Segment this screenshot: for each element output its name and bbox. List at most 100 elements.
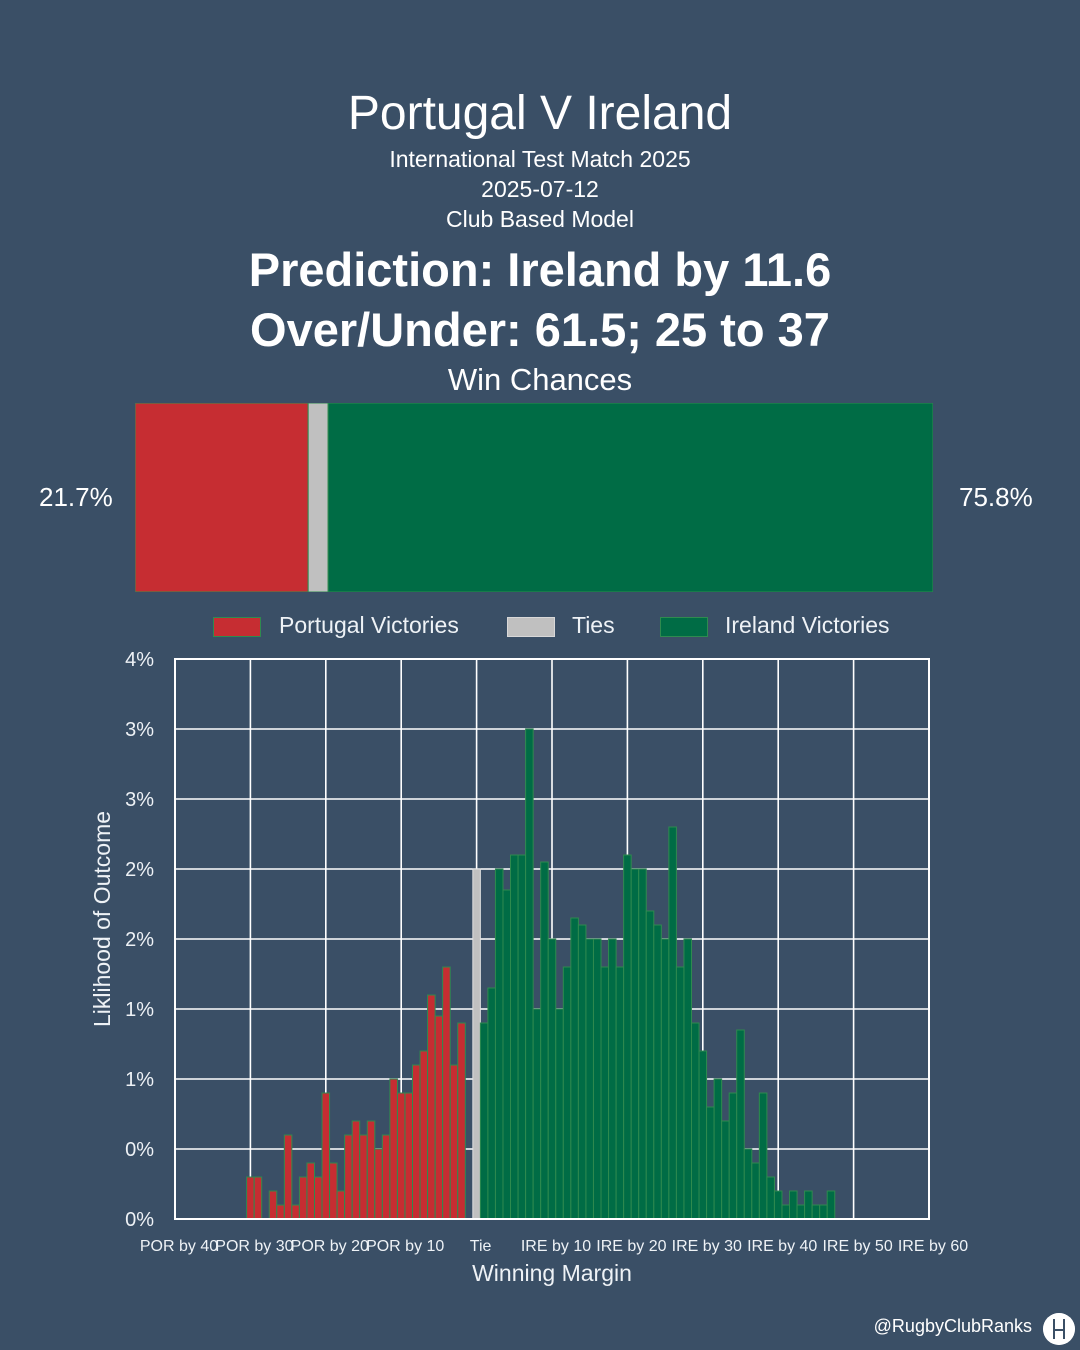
x-tick-label: IRE by 10 (521, 1238, 591, 1255)
legend: Portugal Victories Ties Ireland Victorie… (0, 612, 1080, 642)
y-tick-label: 1% (125, 1069, 154, 1091)
y-tick-label: 3% (125, 719, 154, 741)
legend-label-portugal: Portugal Victories (279, 612, 459, 638)
histogram-bar (728, 1092, 738, 1220)
histogram-bar (600, 966, 610, 1220)
histogram-bar (532, 1008, 542, 1220)
legend-swatch-ties (507, 617, 555, 637)
histogram-bar (758, 1092, 768, 1220)
histogram-bar (721, 1120, 730, 1220)
legend-swatch-portugal (213, 617, 261, 637)
win-chances-bar (135, 403, 933, 592)
histogram-bar (653, 924, 662, 1220)
histogram-bar (434, 1015, 444, 1220)
histogram-bar (781, 1204, 791, 1220)
histogram-bar (826, 1190, 836, 1220)
over-under-text: Over/Under: 61.5; 25 to 37 (250, 303, 830, 356)
rugby-posts-icon (1043, 1313, 1075, 1345)
histogram-bar (736, 1029, 745, 1220)
histogram-bar (374, 1148, 383, 1220)
histogram-bar (472, 868, 481, 1220)
histogram-bar (336, 1190, 346, 1220)
histogram-bar (804, 1190, 813, 1220)
legend-swatch-ireland (660, 617, 708, 637)
win-segment-tie (307, 403, 329, 592)
y-tick-label: 1% (125, 999, 154, 1021)
histogram-bar (698, 1050, 708, 1220)
histogram-bar (329, 1162, 338, 1220)
histogram-bar (811, 1204, 821, 1220)
x-tick-label: POR by 10 (366, 1238, 444, 1255)
y-tick-label: 0% (125, 1209, 154, 1231)
histogram-bar (366, 1120, 376, 1220)
histogram-bar (585, 938, 594, 1220)
x-tick-label: IRE by 20 (596, 1238, 666, 1255)
histogram-bar (796, 1204, 806, 1220)
y-tick-label: 0% (125, 1139, 154, 1161)
histogram-bar (351, 1120, 361, 1220)
prediction-text: Prediction: Ireland by 11.6 (248, 243, 832, 296)
y-axis-label: Liklihood of Outcome (89, 811, 115, 1027)
histogram-bar (630, 868, 640, 1220)
histogram-bar (683, 938, 692, 1220)
ireland-win-pct: 75.8% (959, 482, 1033, 512)
y-tick-label: 3% (125, 789, 154, 811)
histogram-bar (713, 1078, 723, 1220)
histogram-bar (577, 924, 587, 1220)
histogram-bar (592, 938, 602, 1220)
x-tick-label: Tie (470, 1238, 492, 1255)
histogram-bar (253, 1176, 263, 1220)
plot-frame (174, 658, 930, 1220)
histogram-bar (268, 1190, 278, 1220)
histogram-bar (668, 826, 677, 1220)
model-name: Club Based Model (446, 206, 634, 232)
histogram-bar (819, 1204, 828, 1220)
y-tick-label: 2% (125, 859, 154, 881)
histogram-bar (547, 938, 557, 1220)
x-tick-label: POR by 30 (215, 1238, 293, 1255)
histogram-bar (313, 1176, 323, 1220)
x-tick-label: POR by 40 (140, 1238, 218, 1255)
histogram-bar (298, 1176, 308, 1220)
histogram-bar (306, 1162, 315, 1220)
histogram-bar (381, 1134, 391, 1220)
histogram-bar (412, 1064, 421, 1220)
portugal-win-pct: 21.7% (39, 482, 113, 512)
histogram-bar (502, 889, 512, 1220)
histogram-bar (766, 1176, 775, 1220)
histogram-bar (751, 1162, 760, 1220)
histogram-bar (442, 966, 451, 1220)
histogram-bar (555, 1008, 564, 1220)
page-title: Portugal V Ireland (347, 87, 733, 140)
histogram-bar (690, 1022, 700, 1220)
histogram-bar (615, 966, 625, 1220)
histogram-bar (494, 868, 504, 1220)
histogram-bar (570, 917, 579, 1220)
legend-label-ireland: Ireland Victories (725, 612, 890, 638)
histogram-bar (291, 1204, 300, 1220)
histogram-bar (404, 1092, 414, 1220)
y-tick-label: 4% (125, 649, 154, 671)
match-subtitle: International Test Match 2025 (389, 146, 691, 172)
x-tick-label: IRE by 40 (747, 1238, 817, 1255)
match-date: 2025-07-12 (481, 176, 599, 202)
histogram-bar (608, 938, 617, 1220)
legend-label-ties: Ties (572, 612, 615, 638)
histogram-bar (540, 861, 549, 1220)
histogram-bar (246, 1176, 255, 1220)
twitter-handle: @RugbyClubRanks (873, 1316, 1032, 1336)
histogram-bar (743, 1148, 753, 1220)
x-tick-label: POR by 20 (291, 1238, 369, 1255)
histogram-bar (283, 1134, 293, 1220)
histogram-bar (706, 1106, 715, 1220)
histogram-bar (675, 966, 685, 1220)
histogram-bar (562, 966, 572, 1220)
histogram-bar (517, 854, 527, 1220)
histogram-bar (389, 1078, 398, 1220)
x-tick-label: IRE by 60 (898, 1238, 968, 1255)
histogram-bar (487, 987, 496, 1220)
histogram-bar (449, 1064, 459, 1220)
y-tick-label: 2% (125, 929, 154, 951)
histogram-bar (276, 1204, 285, 1220)
x-tick-label: IRE by 50 (822, 1238, 892, 1255)
